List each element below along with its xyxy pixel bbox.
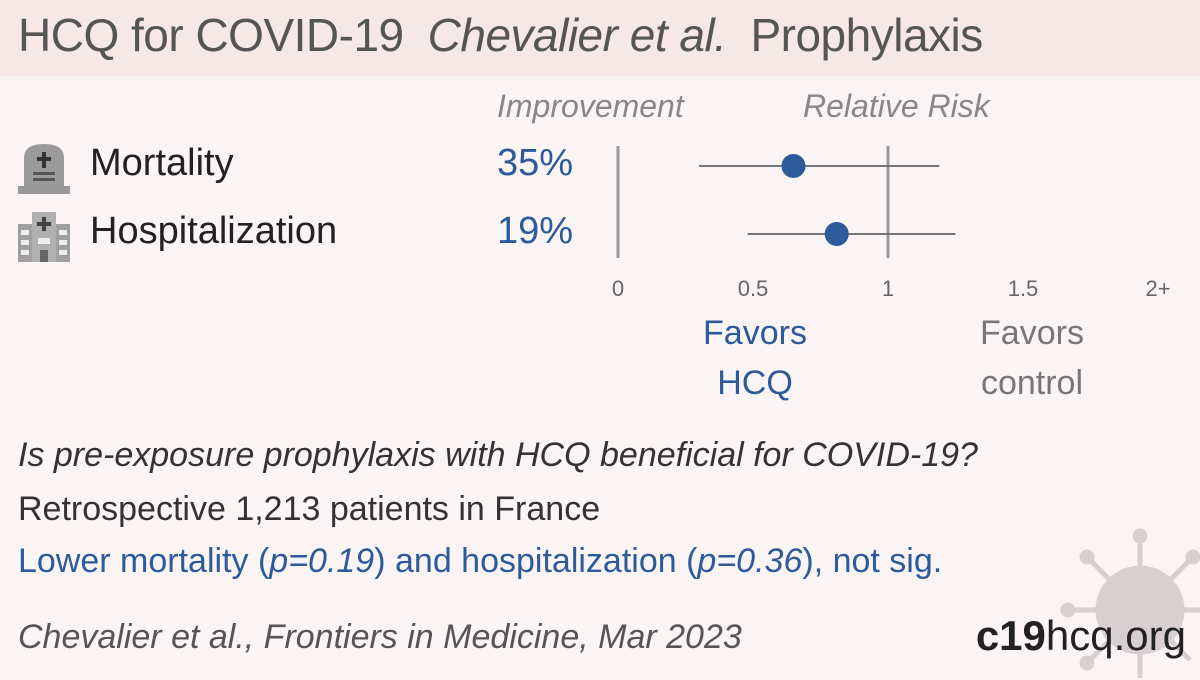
hospital-icon [16,208,72,269]
brand-rest: hcq.org [1045,612,1186,659]
conclusion-p1: p=0.19 [269,542,375,580]
study-conclusion: Lower mortality (p=0.19) and hospitaliza… [18,542,942,581]
header-bar: HCQ for COVID-19 Chevalier et al. Prophyla… [0,0,1200,76]
favors-hcq-label: Favors HCQ [655,308,855,408]
improvement-column-header: Improvement [497,88,684,124]
study-details: Retrospective 1,213 patients in France [18,490,601,528]
x-tick-label: 0.5 [738,276,769,301]
favors-control-label: Favors control [932,308,1132,408]
site-logo[interactable]: c19hcq.org [976,612,1186,660]
title-topic: Prophylaxis [750,9,983,61]
conclusion-part2: ) and hospitalization ( [374,542,698,580]
favors-control-line1: Favors [980,314,1084,352]
forest-plot: 0 0.5 1 1.5 2+ [612,146,1171,301]
favors-hcq-line1: Favors [703,314,807,352]
study-question: Is pre-exposure prophylaxis with HCQ ben… [18,436,978,474]
virus-icon [1060,528,1200,678]
outcome-improvement-hospitalization: 19% [497,210,574,252]
favors-control-line2: control [980,364,1084,402]
x-tick-label: 1.5 [1008,276,1039,301]
conclusion-part3: ), not sig. [802,542,943,580]
outcome-label-mortality: Mortality [90,142,234,184]
x-tick-label: 1 [882,276,894,301]
favors-hcq-line2: HCQ [717,364,793,402]
citation: Chevalier et al., Frontiers in Medicine,… [18,618,742,656]
tombstone-icon [16,140,72,201]
outcome-improvement-mortality: 35% [497,142,574,184]
page-title: HCQ for COVID-19 Chevalier et al. Prophyla… [18,8,983,62]
relative-risk-column-header: Relative Risk [803,88,990,124]
x-tick-label: 2+ [1145,276,1170,301]
x-tick-label: 0 [612,276,624,301]
title-authors: Chevalier et al. [427,9,727,61]
outcome-label-hospitalization: Hospitalization [90,210,338,252]
brand-bold: c19 [975,612,1046,659]
point-estimate [824,222,849,246]
conclusion-part1: Lower mortality ( [18,542,270,580]
title-text: HCQ for COVID-19 [18,9,404,61]
conclusion-p2: p=0.36 [697,542,803,580]
point-estimate [781,154,806,178]
